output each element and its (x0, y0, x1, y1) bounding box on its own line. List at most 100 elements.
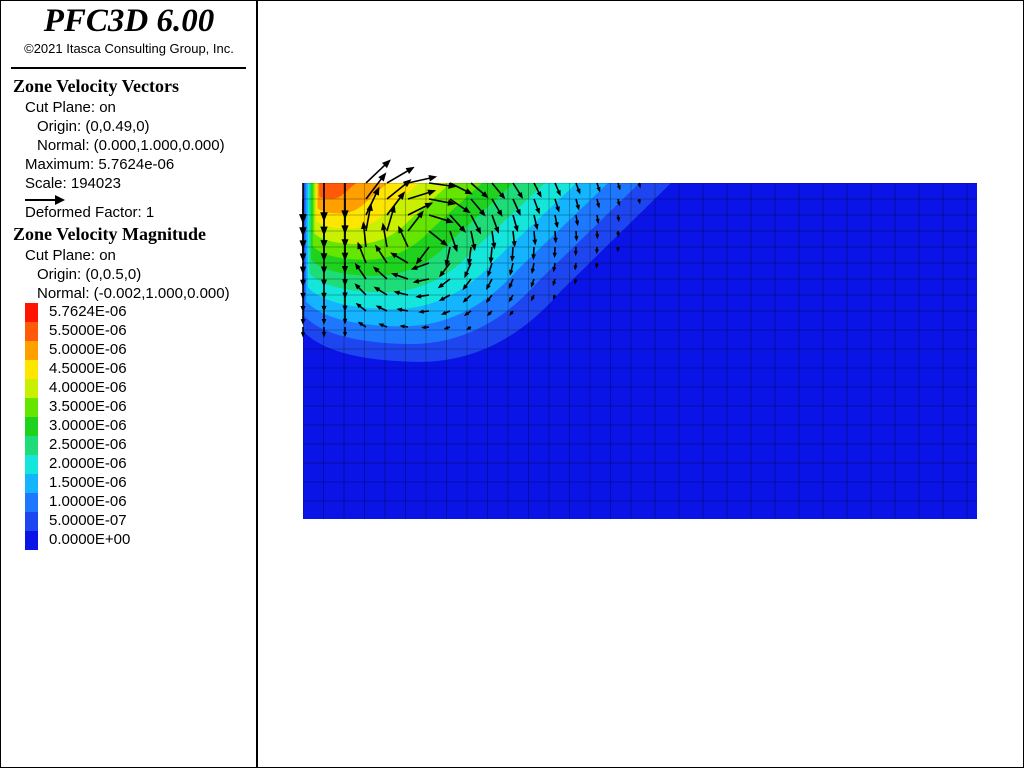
arrow-head (421, 325, 427, 330)
arrow-head (321, 319, 327, 325)
arrow-head (596, 186, 601, 193)
arrow-head (398, 225, 404, 234)
arrow-head (378, 172, 387, 182)
velocity-arrow (428, 182, 452, 187)
app-title: PFC3D 6.00 (43, 3, 215, 39)
arrow-head (427, 189, 437, 196)
legend-swatch (25, 474, 38, 493)
arrow-head (412, 278, 420, 284)
legend-label: 5.7624E-06 (49, 303, 127, 320)
arrow-head (616, 247, 620, 253)
arrow-head (366, 202, 373, 212)
legend-swatch (25, 493, 38, 512)
arrow-head (491, 242, 497, 250)
arrow-head (637, 183, 642, 189)
arrow-head (496, 209, 503, 217)
arrow-head (438, 296, 445, 302)
arrow-head (596, 202, 601, 209)
velocity-arrow (470, 214, 480, 231)
velocity-arrow (428, 230, 445, 244)
arrow-head (531, 254, 536, 261)
velocity-arrow (490, 246, 493, 260)
arrow-head (448, 182, 457, 189)
velocity-arrow (512, 182, 522, 196)
velocity-arrow (362, 226, 367, 248)
arrow-head (357, 321, 364, 327)
legend-swatch (25, 398, 38, 417)
copyright: ©2021 Itasca Consulting Group, Inc. (24, 41, 234, 56)
section-title: Zone Velocity Vectors (13, 76, 179, 96)
velocity-arrow (377, 248, 388, 264)
legend-swatch (25, 417, 38, 436)
arrow-head (321, 305, 327, 313)
velocity-arrow (407, 191, 431, 200)
velocity-arrow (395, 273, 409, 280)
legend-label: 4.0000E-06 (49, 379, 127, 396)
arrow-head (498, 192, 506, 200)
velocity-arrow (365, 191, 378, 216)
legend-swatch (25, 455, 38, 474)
arrow-head (373, 286, 381, 292)
arrow-head (475, 226, 482, 235)
legend-label: 5.0000E-06 (49, 341, 127, 358)
arrow-head (508, 297, 513, 303)
velocity-arrow (386, 209, 394, 232)
arrow-head (372, 186, 380, 196)
velocity-arrow (449, 214, 464, 230)
arrow-head (440, 239, 448, 247)
arrow-head (440, 310, 447, 315)
arrow-head (354, 283, 361, 290)
arrow-head (342, 331, 348, 338)
section-title: Zone Velocity Magnitude (13, 224, 207, 244)
arrow-head (616, 201, 621, 207)
legend-swatch (25, 512, 38, 531)
arrow-head (554, 222, 559, 229)
legend-label: 1.0000E-06 (49, 493, 127, 510)
arrow-head (399, 324, 405, 329)
arrow-head (573, 279, 578, 285)
legend-swatch (25, 360, 38, 379)
arrow-head (574, 235, 579, 242)
velocity-arrow (382, 227, 388, 248)
arrow-head (418, 309, 424, 314)
arrow-head (530, 296, 535, 302)
velocity-arrow (407, 214, 422, 232)
arrow-head (486, 284, 491, 291)
arrow-head (556, 189, 561, 197)
arrow-head (439, 270, 446, 278)
info: Maximum: 5.7624e-06 (25, 156, 175, 173)
velocity-arrow (393, 254, 409, 264)
velocity-arrow (386, 169, 410, 184)
velocity-arrow (418, 246, 430, 262)
arrow-head (594, 249, 599, 255)
arrow-head (517, 191, 524, 199)
arrow-head (574, 220, 580, 227)
velocity-arrow (533, 182, 541, 195)
info: Cut Plane: on (25, 247, 116, 264)
arrow-head (462, 206, 471, 214)
arrow-head (464, 188, 473, 195)
velocity-arrow (470, 198, 484, 214)
info: Normal: (0.000,1.000,0.000) (37, 137, 225, 154)
arrow-head (509, 269, 514, 276)
legend-swatch (25, 341, 38, 360)
legend-label: 4.5000E-06 (49, 360, 127, 377)
arrow-head (595, 263, 599, 269)
arrow-head (410, 264, 418, 270)
arrow-head (575, 204, 580, 211)
arrow-head (595, 234, 600, 240)
arrow-head (390, 252, 398, 259)
velocity-arrow (416, 278, 430, 283)
arrow-head (466, 258, 473, 266)
contour-band (319, 183, 356, 199)
arrow-head (530, 282, 535, 288)
arrow-head (445, 217, 454, 224)
velocity-arrow (465, 262, 472, 275)
arrow-head (462, 297, 469, 303)
arrow-head (300, 319, 306, 325)
arrow-head (576, 188, 581, 195)
velocity-arrow (441, 262, 451, 275)
velocity-arrow (449, 198, 467, 211)
arrow-head (573, 250, 578, 257)
arrow-head (405, 166, 415, 175)
